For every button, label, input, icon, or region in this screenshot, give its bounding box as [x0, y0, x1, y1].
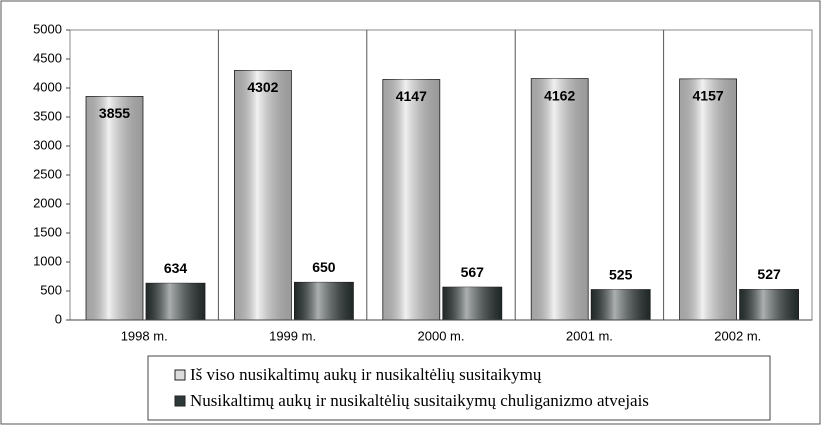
data-label: 4302: [247, 79, 278, 95]
y-tick-label: 500: [40, 282, 62, 297]
x-tick-label: 1999 m.: [269, 328, 316, 343]
y-tick-label: 4500: [33, 50, 62, 65]
y-tick-label: 3000: [33, 137, 62, 152]
bar-shine: [442, 287, 502, 320]
data-label: 650: [312, 259, 336, 275]
bar-shine: [739, 289, 799, 320]
x-tick-label: 2000 m.: [418, 328, 465, 343]
y-tick-label: 1000: [33, 253, 62, 268]
data-label: 4157: [693, 88, 724, 104]
data-label: 4162: [544, 87, 575, 103]
y-tick-label: 2000: [33, 195, 62, 210]
bar-shine: [234, 70, 292, 320]
bar-shine: [679, 78, 737, 320]
bar-shine: [146, 283, 205, 320]
y-tick-label: 2500: [33, 166, 62, 181]
bar-shine: [294, 282, 354, 320]
y-tick-label: 1500: [33, 224, 62, 239]
data-label: 634: [164, 260, 188, 276]
y-tick-label: 4000: [33, 79, 62, 94]
y-tick-label: 0: [55, 311, 62, 326]
bar-shine: [382, 79, 440, 320]
data-label: 567: [461, 264, 485, 280]
bar-shine: [591, 289, 651, 320]
legend-marker: [174, 395, 186, 407]
x-tick-label: 2001 m.: [566, 328, 613, 343]
y-tick-label: 5000: [33, 21, 62, 36]
x-tick-label: 1998 m.: [121, 328, 168, 343]
x-tick-label: 2002 m.: [714, 328, 761, 343]
legend-label: Nusikaltimų aukų ir nusikaltėlių susitai…: [190, 391, 649, 410]
y-tick-label: 3500: [33, 108, 62, 123]
data-label: 525: [609, 266, 633, 282]
legend-label: Iš viso nusikaltimų aukų ir nusikaltėlių…: [190, 365, 542, 384]
data-label: 4147: [396, 88, 427, 104]
bar-shine: [86, 96, 143, 320]
data-label: 3855: [99, 105, 130, 121]
legend-box: [147, 355, 771, 421]
legend-marker: [174, 369, 186, 381]
data-label: 527: [757, 266, 781, 282]
bar-shine: [531, 78, 589, 320]
